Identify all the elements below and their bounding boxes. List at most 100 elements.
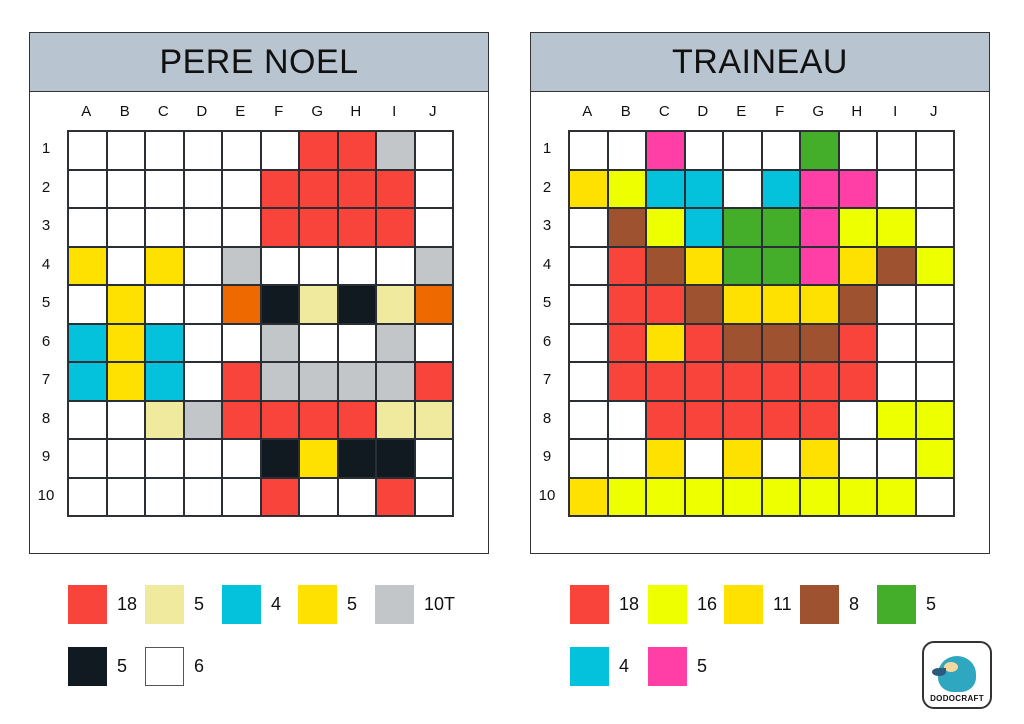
grid-cell-E10 (222, 477, 261, 516)
legend-item: 8 (800, 585, 859, 624)
grid-cell-E7 (222, 362, 261, 401)
grid-cell-J8 (414, 400, 453, 439)
panel-title: PERE NOEL (30, 33, 488, 92)
grid-cell-B1 (607, 131, 646, 170)
grid-cell-H1 (337, 131, 376, 170)
grid-cell-D7 (183, 362, 222, 401)
legend-count: 5 (194, 594, 205, 614)
dodo-bird-icon (932, 656, 976, 692)
row-label: 10 (37, 486, 55, 504)
grid-cell-H2 (838, 169, 877, 208)
legend-item: 4 (222, 585, 281, 624)
grid-cell-F9 (260, 439, 299, 478)
grid-cell-E9 (723, 439, 762, 478)
grid-cell-C9 (646, 439, 685, 478)
grid-cell-C6 (145, 323, 184, 362)
grid-cell-F2 (761, 169, 800, 208)
grid-cell-C6 (646, 323, 685, 362)
grid-cell-D3 (183, 208, 222, 247)
grid-cell-I1 (376, 131, 415, 170)
grid-cell-D10 (183, 477, 222, 516)
column-label: G (812, 103, 825, 120)
legend-swatch (222, 585, 261, 624)
grid-cell-H1 (838, 131, 877, 170)
column-label: H (851, 103, 863, 120)
grid-cell-F3 (260, 208, 299, 247)
grid-cell-E2 (222, 169, 261, 208)
legend-swatch (68, 585, 107, 624)
grid-cell-F6 (761, 323, 800, 362)
legend-swatch (570, 647, 609, 686)
legend-item: 18 (570, 585, 639, 624)
grid-cell-F7 (260, 362, 299, 401)
row-label: 1 (41, 140, 51, 157)
legend-swatch (298, 585, 337, 624)
legend-swatch (648, 585, 687, 624)
grid-cell-E8 (723, 400, 762, 439)
grid-cell-H5 (838, 285, 877, 324)
grid-cell-B10 (607, 477, 646, 516)
grid-cell-B3 (106, 208, 145, 247)
grid-cell-E1 (222, 131, 261, 170)
logo-text: DODOCRAFT (930, 694, 984, 703)
grid-cell-J3 (414, 208, 453, 247)
grid-cell-A1 (68, 131, 107, 170)
grid-cell-H9 (337, 439, 376, 478)
grid-cell-C1 (646, 131, 685, 170)
grid-cell-F4 (761, 246, 800, 285)
row-label: 3 (542, 217, 552, 234)
grid-cell-J10 (915, 477, 954, 516)
grid-cell-A8 (68, 400, 107, 439)
grid-cell-E1 (723, 131, 762, 170)
grid-cell-J5 (414, 285, 453, 324)
legend-swatch (68, 647, 107, 686)
grid-cell-A9 (68, 439, 107, 478)
grid-cell-C3 (646, 208, 685, 247)
legend-count: 6 (194, 656, 205, 676)
grid-cell-G6 (800, 323, 839, 362)
grid-cell-C8 (646, 400, 685, 439)
grid-cell-I10 (877, 477, 916, 516)
grid-cell-E8 (222, 400, 261, 439)
grid-cell-F8 (260, 400, 299, 439)
legend-swatch (800, 585, 839, 624)
legend-item: 4 (570, 647, 629, 686)
grid-cell-B5 (607, 285, 646, 324)
legend-count: 5 (926, 594, 937, 614)
row-label: 5 (542, 294, 552, 311)
grid-cell-A9 (569, 439, 608, 478)
grid-cell-E4 (723, 246, 762, 285)
grid-cell-B4 (106, 246, 145, 285)
grid-cell-F4 (260, 246, 299, 285)
legend-swatch (145, 585, 184, 624)
grid-cell-J6 (414, 323, 453, 362)
grid-cell-G4 (299, 246, 338, 285)
legend-item: 16 (648, 585, 717, 624)
grid-cell-D9 (183, 439, 222, 478)
grid-cell-H4 (337, 246, 376, 285)
column-label: I (893, 103, 898, 120)
legend-item: 5 (298, 585, 357, 624)
grid-cell-G2 (299, 169, 338, 208)
grid-cell-E5 (222, 285, 261, 324)
grid-cell-G3 (299, 208, 338, 247)
grid-cell-G7 (800, 362, 839, 401)
grid-cell-B1 (106, 131, 145, 170)
pixel-grid (568, 130, 955, 517)
grid-cell-B9 (106, 439, 145, 478)
grid-cell-B2 (607, 169, 646, 208)
grid-cell-D5 (684, 285, 723, 324)
row-label: 6 (41, 332, 51, 350)
grid-cell-A10 (68, 477, 107, 516)
grid-cell-C2 (145, 169, 184, 208)
grid-cell-G5 (800, 285, 839, 324)
grid-cell-J2 (414, 169, 453, 208)
grid-cell-E6 (723, 323, 762, 362)
legend-item: 18 (68, 585, 137, 624)
row-label: 9 (41, 448, 51, 465)
grid-cell-F3 (761, 208, 800, 247)
column-label: D (697, 103, 709, 120)
grid-cell-G2 (800, 169, 839, 208)
column-label: I (392, 103, 397, 120)
grid-cell-B4 (607, 246, 646, 285)
